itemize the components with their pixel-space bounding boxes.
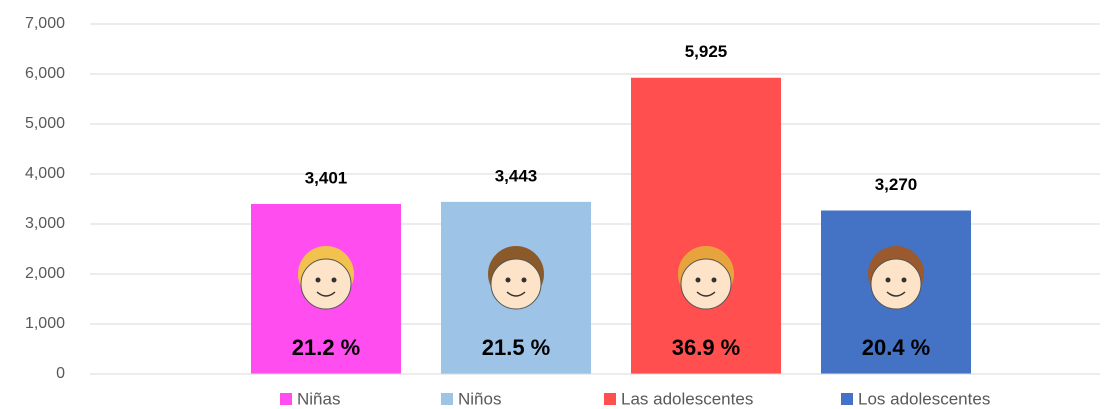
face-icon (488, 246, 544, 309)
face-eye (902, 278, 907, 283)
legend-swatch (841, 393, 853, 405)
percent-label: 21.5 % (482, 335, 551, 360)
value-label: 3,401 (305, 168, 348, 187)
y-tick-label: 2,000 (25, 265, 65, 282)
y-tick-label: 0 (56, 365, 65, 382)
legend-swatch (280, 393, 292, 405)
face-skin (871, 259, 921, 309)
y-tick-label: 6,000 (25, 65, 65, 82)
face-skin (681, 259, 731, 309)
value-label: 3,270 (875, 175, 918, 194)
legend-label: Las adolescentes (621, 389, 753, 408)
y-tick-label: 3,000 (25, 215, 65, 232)
face-skin (301, 259, 351, 309)
y-tick-label: 7,000 (25, 15, 65, 32)
face-eye (506, 278, 511, 283)
legend-label: Niños (458, 389, 501, 408)
face-icon (298, 246, 354, 309)
y-tick-label: 1,000 (25, 315, 65, 332)
face-eye (316, 278, 321, 283)
face-eye (332, 278, 337, 283)
value-label: 5,925 (685, 42, 728, 61)
percent-label: 36.9 % (672, 335, 741, 360)
legend-swatch (604, 393, 616, 405)
y-tick-label: 4,000 (25, 165, 65, 182)
face-eye (712, 278, 717, 283)
percent-label: 21.2 % (292, 335, 361, 360)
face-eye (522, 278, 527, 283)
y-tick-label: 5,000 (25, 115, 65, 132)
legend-label: Los adolescentes (858, 389, 990, 408)
face-eye (696, 278, 701, 283)
legend-swatch (441, 393, 453, 405)
chart: 0 1,000 2,000 3,000 4,000 5,000 6,000 7,000 3,40… (0, 0, 1118, 409)
face-eye (886, 278, 891, 283)
percent-label: 20.4 % (862, 335, 931, 360)
legend-label: Niñas (297, 389, 340, 408)
bar (631, 78, 781, 374)
face-icon (678, 246, 734, 309)
face-icon (868, 246, 924, 309)
face-skin (491, 259, 541, 309)
value-label: 3,443 (495, 166, 538, 185)
